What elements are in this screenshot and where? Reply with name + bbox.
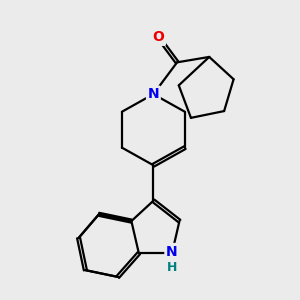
Text: N: N xyxy=(166,244,178,259)
Text: O: O xyxy=(152,30,164,44)
Text: N: N xyxy=(166,246,178,260)
Text: N: N xyxy=(148,87,159,101)
Text: H: H xyxy=(167,261,177,274)
